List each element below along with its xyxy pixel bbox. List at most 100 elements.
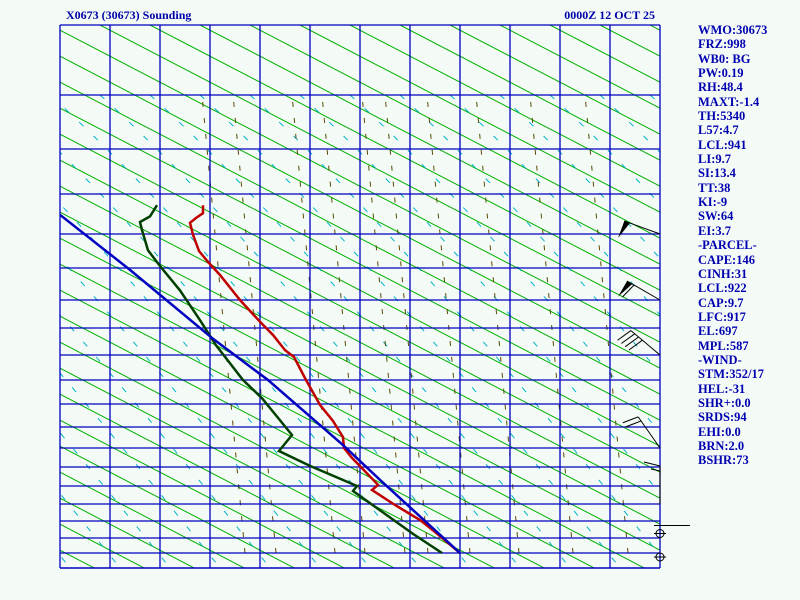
indices-panel: WMO:30673 FRZ:998 WB0: BG PW:0.19 RH:48.4 MAX…: [698, 23, 767, 468]
dry-adiabat: [60, 497, 196, 568]
dry-adiabat: [60, 237, 660, 551]
wind-barb: [621, 333, 636, 344]
wind-barb: [622, 416, 639, 424]
moist-adiabat: [149, 95, 571, 568]
dry-adiabat: [60, 263, 646, 568]
wind-staff: [637, 416, 661, 449]
dry-adiabat: [60, 393, 396, 568]
dry-adiabat: [60, 289, 596, 568]
moist-adiabat: [399, 95, 660, 374]
dry-adiabat: [60, 107, 660, 421]
dry-adiabat: [60, 419, 346, 568]
wind-staff: [630, 330, 661, 356]
dry-adiabat: [249, 25, 660, 239]
dry-adiabat: [60, 549, 96, 568]
moist-adiabat: [60, 103, 471, 568]
dry-adiabat: [149, 25, 660, 291]
wind-half-barb: [650, 468, 661, 472]
index-item: -WIND-: [698, 352, 742, 367]
moist-adiabat: [0, 95, 20, 568]
index-item: LCL:941: [698, 137, 747, 152]
index-item: LFC:917: [698, 309, 746, 324]
index-item: MPL:587: [698, 338, 749, 353]
moist-adiabat: [99, 95, 521, 568]
index-item: CAPE:146: [698, 252, 755, 267]
moist-adiabat: [299, 95, 660, 495]
mixing-ratio-line: [321, 95, 366, 554]
dry-adiabat: [199, 25, 660, 265]
wind-barb: [617, 330, 632, 341]
dry-adiabat: [399, 25, 660, 161]
wind-pennant: [618, 281, 633, 297]
wind-staff: [624, 220, 661, 235]
index-item: LI:9.7: [698, 152, 731, 167]
moist-adiabat: [199, 95, 621, 568]
dry-adiabat: [99, 25, 660, 317]
wind-barb: [622, 284, 635, 298]
dry-adiabat: [60, 133, 660, 447]
index-item: TH:5340: [698, 109, 746, 124]
index-item: LCL:922: [698, 281, 747, 296]
index-item: SI:13.4: [698, 166, 736, 181]
dry-adiabat: [60, 81, 660, 395]
index-item: SRDS:94: [698, 410, 747, 425]
moist-adiabat: [249, 95, 660, 557]
mixing-ratio-line: [201, 95, 246, 554]
dry-adiabat: [349, 25, 660, 187]
wind-barb: [625, 420, 642, 428]
index-item: RH:48.4: [698, 80, 743, 95]
wind-barb: [628, 339, 643, 351]
chart-title: X0673 (30673) Sounding: [66, 8, 192, 22]
index-item: FRZ:998: [698, 37, 746, 52]
index-item: STM:352/17: [698, 367, 764, 382]
wind-pennant: [618, 221, 630, 238]
moist-adiabat: [349, 95, 660, 434]
dry-adiabat: [299, 25, 660, 213]
index-item: BSHR:73: [698, 453, 749, 468]
index-item: BRN:2.0: [698, 438, 745, 453]
dry-adiabat: [60, 471, 246, 568]
temperature-line: [188, 205, 461, 554]
index-item: SW:64: [698, 209, 734, 224]
dry-adiabat: [60, 159, 660, 473]
index-item: TT:38: [698, 180, 731, 195]
moist-adiabat: [449, 95, 660, 316]
dry-adiabat: [60, 367, 446, 568]
sounding-time: 0000Z 12 OCT 25: [564, 8, 655, 22]
dry-adiabat: [60, 185, 660, 499]
dewpoint-line: [138, 204, 443, 555]
moist-adiabat: [60, 203, 371, 568]
mixing-ratio-line: [584, 95, 629, 554]
index-item: EI:3.7: [698, 223, 731, 238]
moist-adiabat: [60, 431, 171, 568]
moist-adiabat: [599, 95, 660, 154]
parcel-line: [59, 213, 461, 554]
index-item: WMO:30673: [698, 23, 768, 37]
index-item: WB0: BG: [698, 51, 751, 66]
moisture-lines: [0, 95, 660, 568]
mixing-ratio-line: [232, 95, 277, 554]
dry-adiabat: [449, 25, 660, 135]
mixing-ratio-line: [384, 95, 429, 554]
mixing-ratio-line: [291, 95, 336, 554]
index-item: -PARCEL-: [698, 238, 757, 253]
index-item: MAXT:-1.4: [698, 94, 760, 109]
index-item: SHR+:0.0: [698, 395, 751, 410]
moist-adiabat: [499, 95, 660, 260]
wind-staff: [626, 280, 661, 301]
index-item: CAP:9.7: [698, 295, 744, 310]
dry-adiabat: [0, 25, 50, 597]
index-item: HEL:-31: [698, 381, 746, 396]
wind-barb: [624, 336, 639, 348]
background-lines: [0, 25, 660, 597]
index-item: EL:697: [698, 324, 738, 339]
dry-adiabat: [60, 445, 296, 568]
index-item: PW:0.19: [698, 66, 744, 81]
index-item: L57:4.7: [698, 123, 739, 138]
index-item: EHI:0.0: [698, 424, 741, 439]
dry-adiabat: [60, 29, 660, 343]
moist-adiabat: [60, 314, 271, 568]
index-item: KI:-9: [698, 195, 728, 210]
dry-adiabat: [60, 315, 546, 568]
